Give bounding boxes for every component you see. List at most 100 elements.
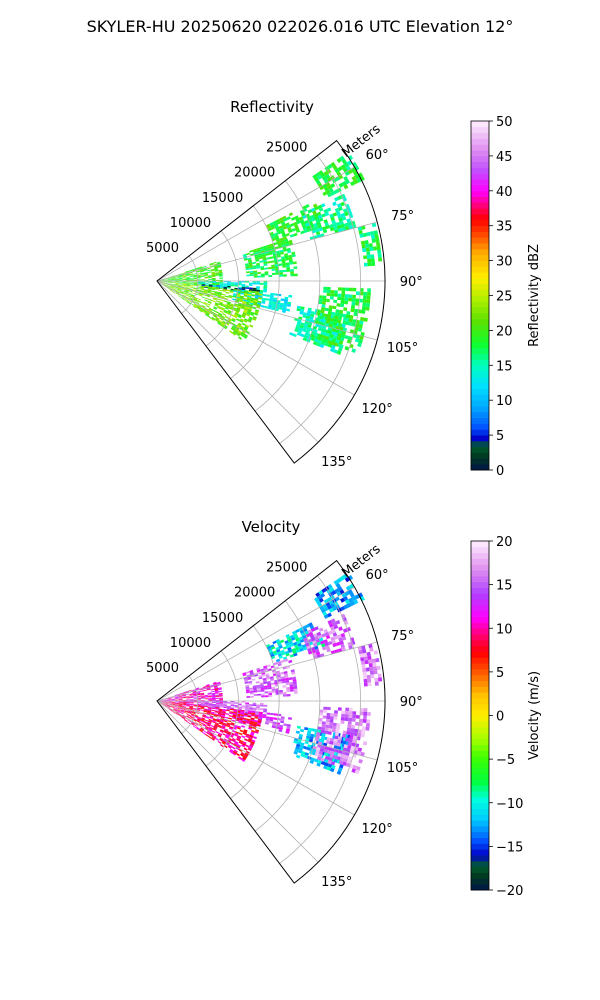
echo-cell [341, 710, 346, 715]
echo-cell [268, 252, 273, 256]
echo-cell [227, 301, 231, 304]
echo-cell [261, 695, 265, 698]
echo-cell [337, 296, 342, 301]
colorbar-tick-label: 40 [496, 185, 513, 200]
echo-cell [189, 706, 194, 708]
echo-cell [175, 276, 179, 278]
echo-cell [280, 676, 285, 680]
echo-cell [327, 641, 333, 646]
echo-cell [218, 708, 223, 711]
echo-cell [324, 631, 330, 637]
echo-cell [182, 696, 187, 698]
echo-cell [282, 269, 287, 273]
echo-cell [244, 318, 249, 322]
echo-cell [291, 671, 296, 675]
echo-cell [186, 705, 190, 707]
echo-cell [284, 675, 289, 679]
echo-cell [367, 682, 372, 687]
colorbar-segment [471, 301, 489, 308]
echo-cell [221, 713, 226, 716]
colorbar-segment [471, 668, 489, 676]
echo-cell [343, 317, 348, 322]
echo-cell [361, 729, 366, 734]
echo-cell [196, 286, 201, 288]
echo-cell [377, 249, 382, 254]
echo-cell [211, 697, 216, 700]
echo-cell [317, 224, 322, 229]
echo-cell [215, 302, 219, 305]
echo-cell [257, 690, 261, 693]
echo-cell [282, 226, 288, 230]
echo-cell [361, 309, 366, 314]
echo-cell [340, 720, 345, 724]
echo-cell [215, 695, 220, 697]
echo-cell [214, 270, 219, 272]
echo-cell [249, 272, 254, 275]
colorbar-segment [471, 837, 489, 844]
echo-cell [171, 277, 175, 279]
echo-cell [365, 723, 370, 728]
echo-cell [179, 699, 183, 701]
echo-cell [188, 710, 192, 713]
echo-cell [249, 249, 254, 253]
echo-cell [360, 660, 366, 665]
echo-cell [188, 290, 193, 292]
echo-cell [255, 681, 260, 684]
echo-cell [208, 696, 212, 698]
echo-cell [260, 250, 265, 254]
echo-cell [182, 697, 187, 699]
echo-cell [274, 234, 279, 238]
colorbar-segment [471, 593, 489, 600]
echo-cell [332, 725, 337, 730]
echo-cell [317, 327, 323, 332]
echo-cell [193, 695, 197, 697]
echo-cell [337, 293, 342, 298]
echo-cell [181, 273, 186, 276]
echo-cell [178, 287, 182, 289]
echo-cell [336, 350, 342, 355]
echo-cell [203, 689, 208, 692]
echo-cell [327, 706, 331, 711]
echo-cell [264, 691, 269, 694]
colorbar-segment [471, 150, 489, 157]
echo-cell [256, 304, 261, 307]
echo-cell [314, 338, 319, 343]
echo-cell [249, 690, 254, 693]
colorbar-segment [471, 144, 489, 151]
echo-cell [272, 299, 277, 303]
echo-cell [215, 310, 219, 314]
echo-cell [305, 222, 310, 227]
echo-cell [342, 628, 348, 633]
azimuth-spoke [156, 221, 378, 282]
colorbar-segment [471, 744, 489, 751]
echo-cell [252, 726, 257, 730]
echo-cell [216, 261, 221, 264]
echo-cell [248, 318, 253, 322]
echo-cell [339, 640, 344, 645]
echo-cell [296, 323, 301, 328]
echo-cell [205, 701, 209, 703]
echo-cell [259, 682, 264, 685]
echo-cell [237, 304, 242, 307]
echo-cell [305, 203, 310, 209]
echo-cell [222, 313, 227, 316]
echo-cell [275, 690, 280, 693]
echo-cell [217, 687, 222, 690]
echo-cell [199, 270, 204, 272]
echo-cell [323, 208, 328, 214]
echo-cell [171, 284, 175, 286]
colorbar-segment [471, 266, 489, 273]
echo-cell [245, 304, 249, 308]
echo-cell [213, 307, 217, 310]
echo-cell [185, 286, 190, 288]
echo-cell [183, 292, 188, 295]
colorbar-segment [471, 400, 489, 407]
echo-cell [164, 699, 168, 700]
echo-cell [246, 674, 251, 677]
echo-cell [307, 324, 312, 328]
echo-cell [268, 304, 273, 308]
echo-cell [291, 630, 297, 635]
echo-cell [334, 196, 339, 202]
echo-cell [310, 627, 316, 632]
echo-cell [175, 281, 179, 283]
